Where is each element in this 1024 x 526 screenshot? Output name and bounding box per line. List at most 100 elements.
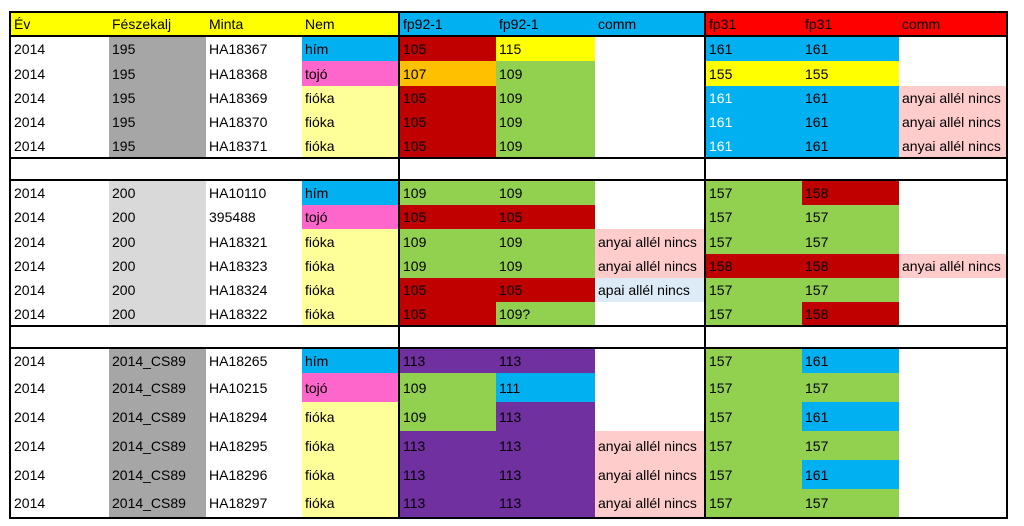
cell-fp31-8: 158 xyxy=(802,179,899,205)
spacer-cell xyxy=(398,158,496,180)
cell-nem-3: fióka xyxy=(302,134,399,159)
table-row: 2014 200 HA18321 fióka 109 109 anyai allél nin… xyxy=(9,229,1008,254)
genotype-table: Év Fészekalj Minta Nem fp92-1 fp92-1 comm fp31 f… xyxy=(9,11,1008,519)
header-row: Év Fészekalj Minta Nem fp92-1 fp92-1 comm fp31 f… xyxy=(9,11,1008,37)
cell-fp31-7: 157 xyxy=(704,460,802,489)
cell-fp92-1-4: 107 xyxy=(398,61,496,86)
cell-comm-6 xyxy=(595,373,705,402)
spacer-cell xyxy=(496,326,595,348)
cell-minta-2: HA18321 xyxy=(206,229,302,254)
cell-minta-2: HA18323 xyxy=(206,254,302,278)
cell-ev-0: 2014 xyxy=(9,278,109,302)
cell-fp92-1-5: 109 xyxy=(496,110,595,134)
cell-comm-9 xyxy=(899,302,1008,327)
cell-fp31-7: 157 xyxy=(704,347,802,373)
cell-comm-9 xyxy=(899,460,1008,489)
cell-nem-3: fióka xyxy=(302,431,399,460)
cell-nem-3: fióka xyxy=(302,302,399,327)
cell-comm-9 xyxy=(899,489,1008,519)
cell-fp92-1-5: 105 xyxy=(496,205,595,229)
cell-comm-6 xyxy=(595,302,705,327)
cell-comm-9 xyxy=(899,373,1008,402)
cell-feszekalj-1: 2014_CS89 xyxy=(109,431,206,460)
table-row: 2014 2014_CS89 HA10215 tojó 109 111 157 157 xyxy=(9,373,1008,402)
spacer-cell xyxy=(302,326,399,348)
cell-fp31-8: 161 xyxy=(802,36,899,61)
header-cell-1: Fészekalj xyxy=(109,11,206,37)
cell-feszekalj-1: 2014_CS89 xyxy=(109,460,206,489)
cell-comm-9 xyxy=(899,229,1008,254)
cell-fp92-1-5: 111 xyxy=(496,373,595,402)
table-row: 2014 195 HA18368 tojó 107 109 155 155 xyxy=(9,61,1008,86)
cell-feszekalj-1: 200 xyxy=(109,205,206,229)
cell-fp92-1-4: 105 xyxy=(398,205,496,229)
cell-minta-2: HA10215 xyxy=(206,373,302,402)
cell-comm-9: anyai allél nincs xyxy=(899,254,1008,278)
cell-comm-6: apai allél nincs xyxy=(595,278,705,302)
cell-fp92-1-4: 113 xyxy=(398,347,496,373)
spacer-cell xyxy=(704,158,802,180)
cell-comm-9 xyxy=(899,431,1008,460)
cell-comm-9: anyai allél nincs xyxy=(899,86,1008,110)
cell-fp92-1-5: 113 xyxy=(496,402,595,431)
table-row: 2014 195 HA18370 fióka 105 109 161 161 anyai all… xyxy=(9,110,1008,134)
cell-fp31-8: 161 xyxy=(802,347,899,373)
cell-fp31-8: 157 xyxy=(802,431,899,460)
cell-comm-9 xyxy=(899,402,1008,431)
cell-ev-0: 2014 xyxy=(9,229,109,254)
cell-minta-2: HA18324 xyxy=(206,278,302,302)
cell-fp31-8: 158 xyxy=(802,302,899,327)
cell-comm-9 xyxy=(899,347,1008,373)
cell-nem-3: fióka xyxy=(302,110,399,134)
cell-comm-6 xyxy=(595,61,705,86)
cell-fp92-1-4: 105 xyxy=(398,302,496,327)
cell-comm-9 xyxy=(899,179,1008,205)
spacer-cell xyxy=(899,158,1008,180)
cell-nem-3: tojó xyxy=(302,373,399,402)
cell-fp92-1-4: 105 xyxy=(398,86,496,110)
cell-fp92-1-5: 109 xyxy=(496,134,595,159)
table-row: 2014 195 HA18371 fióka 105 109 161 161 anyai all… xyxy=(9,134,1008,159)
header-cell-9: comm xyxy=(899,11,1008,37)
table-row: 2014 2014_CS89 HA18296 fióka 113 113 anyai all… xyxy=(9,460,1008,489)
cell-feszekalj-1: 195 xyxy=(109,36,206,61)
table-row: 2014 2014_CS89 HA18265 hím 113 113 157 161 xyxy=(9,347,1008,373)
cell-comm-6 xyxy=(595,402,705,431)
header-cell-6: comm xyxy=(595,11,705,37)
cell-fp31-8: 158 xyxy=(802,254,899,278)
cell-fp92-1-5: 105 xyxy=(496,278,595,302)
cell-fp92-1-5: 113 xyxy=(496,460,595,489)
spacer-cell xyxy=(9,326,109,348)
cell-comm-6 xyxy=(595,134,705,159)
header-cell-0: Év xyxy=(9,11,109,37)
cell-comm-9 xyxy=(899,36,1008,61)
cell-fp31-7: 157 xyxy=(704,302,802,327)
cell-ev-0: 2014 xyxy=(9,254,109,278)
spacer-cell xyxy=(704,326,802,348)
cell-ev-0: 2014 xyxy=(9,402,109,431)
header-cell-8: fp31 xyxy=(802,11,899,37)
cell-nem-3: hím xyxy=(302,179,399,205)
cell-fp92-1-4: 109 xyxy=(398,402,496,431)
cell-ev-0: 2014 xyxy=(9,347,109,373)
table-row: 2014 2014_CS89 HA18294 fióka 109 113 157 161 xyxy=(9,402,1008,431)
table-row: 2014 200 395488 tojó 105 105 157 157 xyxy=(9,205,1008,229)
cell-ev-0: 2014 xyxy=(9,373,109,402)
cell-comm-6: anyai allél nincs xyxy=(595,460,705,489)
cell-feszekalj-1: 195 xyxy=(109,110,206,134)
cell-feszekalj-1: 200 xyxy=(109,254,206,278)
spacer-cell xyxy=(206,326,302,348)
cell-minta-2: 395488 xyxy=(206,205,302,229)
cell-fp31-7: 155 xyxy=(704,61,802,86)
cell-fp92-1-4: 109 xyxy=(398,229,496,254)
table-row: 2014 195 HA18367 hím 105 115 161 161 xyxy=(9,36,1008,61)
cell-fp92-1-5: 109 xyxy=(496,86,595,110)
cell-nem-3: fióka xyxy=(302,254,399,278)
cell-nem-3: tojó xyxy=(302,61,399,86)
cell-feszekalj-1: 195 xyxy=(109,86,206,110)
table-row: 2014 200 HA18324 fióka 105 105 apai allél ninc… xyxy=(9,278,1008,302)
cell-minta-2: HA18295 xyxy=(206,431,302,460)
cell-fp31-7: 158 xyxy=(704,254,802,278)
cell-nem-3: fióka xyxy=(302,489,399,519)
cell-comm-6 xyxy=(595,110,705,134)
